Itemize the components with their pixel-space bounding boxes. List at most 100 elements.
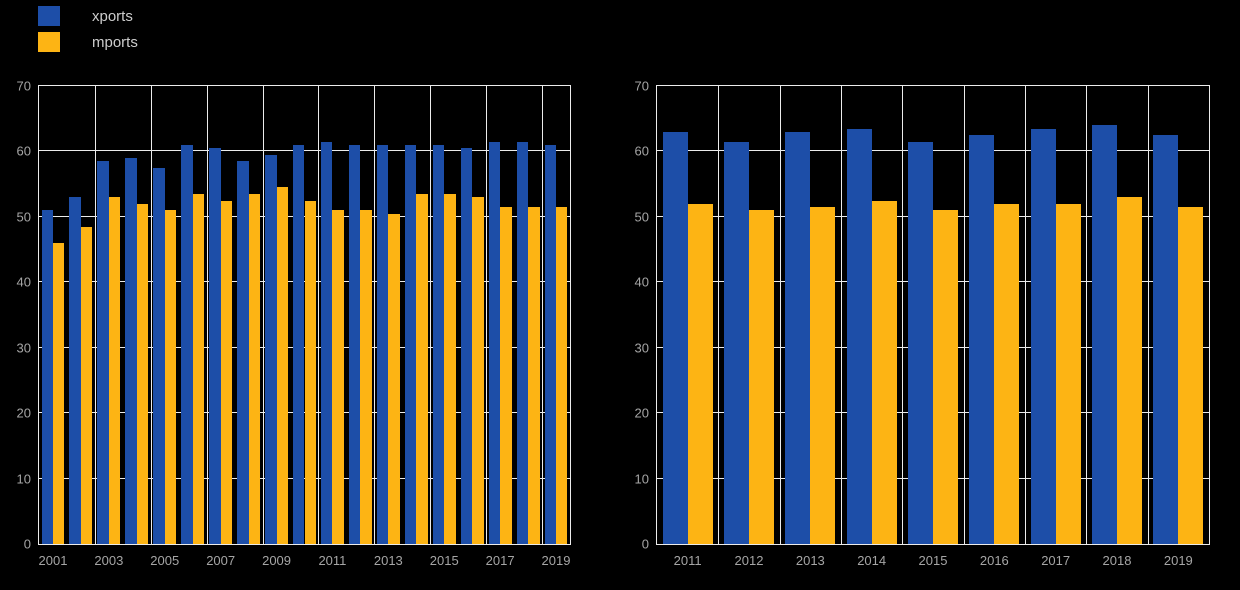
y-axis-tick-label: 10 [16,471,31,487]
y-axis-tick-label: 10 [634,471,649,487]
legend-label-mports: mports [92,33,138,51]
bar-xports [153,167,165,544]
y-axis-tick-label: 50 [634,209,649,225]
y-axis-tick-label: 20 [16,405,31,421]
x-axis-tick-label: 2001 [38,553,68,568]
bar-xports [662,131,688,544]
bar-xports [969,135,995,544]
y-axis-tick-label: 50 [16,209,31,225]
y-axis-tick-label: 20 [634,405,649,421]
bar-mports [933,210,959,544]
bar-mports [220,200,233,544]
right-bar-chart: 0 10 20 30 40 50 60 70 2011 2012 2013 2014 2015 2016 2… [635,79,1210,568]
gridline-vertical [486,86,488,544]
legend-item-xports: xports [38,6,138,26]
x-axis-tick-label: 2019 [541,553,571,568]
gridline-horizontal [39,150,570,152]
gridline-vertical [542,86,544,544]
bar-mports [164,210,177,544]
bar-mports [192,193,205,544]
bar-mports [528,207,540,544]
x-axis-tick-label: 2017 [485,553,515,568]
bar-mports [444,193,456,544]
bar-xports [209,148,221,544]
xports-swatch [38,6,60,26]
bar-xports [516,141,529,544]
bar-xports [69,197,81,544]
gridline-vertical [963,86,965,544]
bar-mports [108,197,121,544]
bar-xports [723,141,749,544]
bar-mports [304,200,316,544]
bar-xports [544,144,557,544]
bar-mports [1117,197,1143,544]
bar-xports [125,157,137,544]
bar-xports [1030,128,1056,544]
gridline-vertical [1025,86,1026,544]
bar-mports [388,213,400,544]
x-axis-tick-label: 2011 [673,553,702,568]
mports-swatch [38,32,60,52]
bar-xports [41,210,53,544]
bar-mports [276,187,288,544]
gridline-vertical [1086,86,1088,544]
y-axis-tick-label: 70 [16,78,31,94]
x-axis-tick-label: 2012 [734,553,764,568]
gridline-vertical [206,86,208,544]
bar-mports [810,207,836,544]
x-axis-tick-label: 2013 [373,553,403,568]
legend-item-mports: mports [38,32,138,52]
bar-xports [376,144,389,544]
gridline-vertical [94,86,96,544]
bar-mports [80,226,93,544]
bar-xports [1153,135,1179,544]
bar-mports [1055,203,1081,544]
x-axis-tick-label: 2011 [318,553,347,568]
bar-mports [360,210,372,544]
x-axis-tick-label: 2018 [1102,553,1132,568]
x-axis-tick-label: 2015 [429,553,459,568]
gridline-vertical [902,86,904,544]
legend: xports mports [38,6,138,52]
y-axis-tick-label: 30 [634,340,649,356]
gridline-vertical [1147,86,1149,544]
y-axis-tick-label: 40 [16,274,31,290]
y-axis-tick-label: 60 [16,143,31,159]
bar-xports [1091,125,1117,544]
bar-mports [1178,207,1204,544]
gridline-horizontal [657,150,1209,152]
gridline-vertical [150,86,152,544]
y-axis-tick-label: 60 [634,143,649,159]
bar-mports [416,193,428,544]
x-axis-tick-label: 2015 [918,553,948,568]
bar-mports [332,210,344,544]
bar-xports [907,141,933,544]
bar-xports [432,144,445,544]
bar-mports [136,203,149,544]
bar-xports [265,154,277,544]
legend-label-xports: xports [92,7,133,25]
y-axis-tick-label: 40 [634,274,649,290]
gridline-vertical [718,86,720,544]
bar-mports [472,197,484,544]
gridline-vertical [430,86,432,544]
bar-xports [293,144,305,544]
x-axis-tick-label: 2009 [262,553,292,568]
y-axis-tick-label: 30 [16,340,31,356]
x-axis-tick-label: 2003 [94,553,124,568]
bar-xports [404,144,417,544]
bar-xports [460,148,473,544]
bar-mports [556,207,568,544]
bar-xports [320,141,333,544]
bar-xports [785,131,811,544]
gridline-vertical [374,86,376,544]
bar-mports [871,200,897,544]
x-axis-tick-label: 2014 [857,553,887,568]
bar-mports [248,193,261,544]
x-axis-tick-label: 2017 [1041,553,1071,568]
x-axis-tick-label: 2016 [979,553,1009,568]
x-axis-tick-label: 2005 [150,553,180,568]
bar-mports [52,243,65,544]
gridline-vertical [779,86,781,544]
